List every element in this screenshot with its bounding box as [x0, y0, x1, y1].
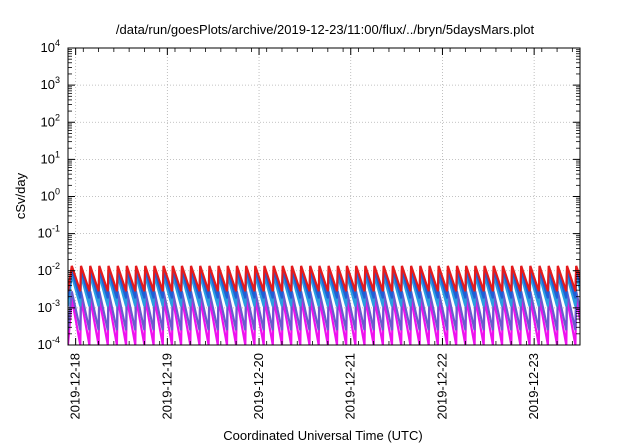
y-tick-label: 100: [41, 187, 60, 204]
y-tick-label: 10-2: [38, 261, 60, 278]
x-tick-label: 2019-12-22: [434, 353, 449, 420]
x-axis-ticks: 2019-12-18 2019-12-19 2019-12-20 2019-12-21…: [67, 48, 573, 420]
x-tick-label: 2019-12-19: [159, 353, 174, 420]
series-line: [68, 265, 580, 292]
y-axis-label: cSv/day: [13, 172, 28, 219]
series-group: [68, 265, 580, 345]
x-axis-label: Coordinated Universal Time (UTC): [223, 428, 422, 443]
y-tick-label: 10-3: [38, 298, 60, 315]
x-tick-label: 2019-12-20: [251, 353, 266, 420]
y-tick-label: 102: [41, 112, 60, 129]
y-tick-label: 10-4: [38, 335, 60, 352]
y-tick-label: 10-1: [38, 224, 60, 241]
chart-title: /data/run/goesPlots/archive/2019-12-23/1…: [116, 22, 535, 37]
y-tick-label: 103: [41, 75, 60, 92]
x-tick-label: 2019-12-21: [343, 353, 358, 420]
x-tick-label: 2019-12-23: [526, 353, 541, 420]
y-tick-label: 101: [41, 149, 60, 166]
y-tick-label: 104: [41, 38, 60, 55]
x-tick-label: 2019-12-18: [68, 353, 83, 420]
y-axis-ticks: 10-4 10-3 10-2 10-1 100 101 102 103 104: [38, 38, 580, 352]
